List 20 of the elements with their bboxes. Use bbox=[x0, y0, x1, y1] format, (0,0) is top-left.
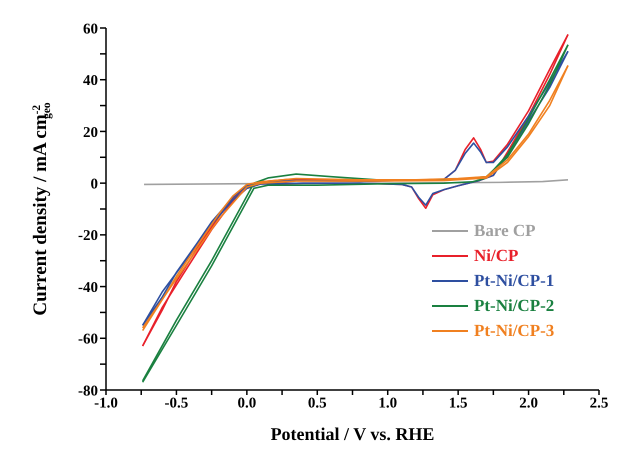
x-tick-label: 2.0 bbox=[519, 396, 538, 412]
y-tick-label: 0 bbox=[90, 176, 98, 192]
y-tick-label: -60 bbox=[78, 332, 98, 348]
x-tick-label: 1.0 bbox=[378, 396, 398, 412]
x-tick-label: -0.5 bbox=[164, 396, 188, 412]
legend-label: Pt-Ni/CP-3 bbox=[474, 320, 554, 342]
y-tick-label: -20 bbox=[78, 228, 98, 244]
legend-label: Bare CP bbox=[474, 220, 536, 242]
x-tick-label: 0.5 bbox=[308, 396, 327, 412]
x-axis-title: Potential / V vs. RHE bbox=[270, 424, 434, 444]
legend-label: Pt-Ni/CP-2 bbox=[474, 295, 554, 317]
y-tick-label: 60 bbox=[83, 21, 98, 38]
legend-label: Ni/CP bbox=[474, 245, 518, 267]
y-tick-label: 40 bbox=[83, 73, 98, 90]
legend-label: Pt-Ni/CP-1 bbox=[474, 270, 554, 292]
x-tick-label: 2.5 bbox=[590, 396, 608, 412]
x-tick-label: 1.5 bbox=[448, 396, 468, 412]
y-tick-label: 20 bbox=[83, 124, 98, 141]
y-tick-label: -40 bbox=[78, 280, 98, 296]
x-tick-label: 0.0 bbox=[237, 396, 256, 412]
